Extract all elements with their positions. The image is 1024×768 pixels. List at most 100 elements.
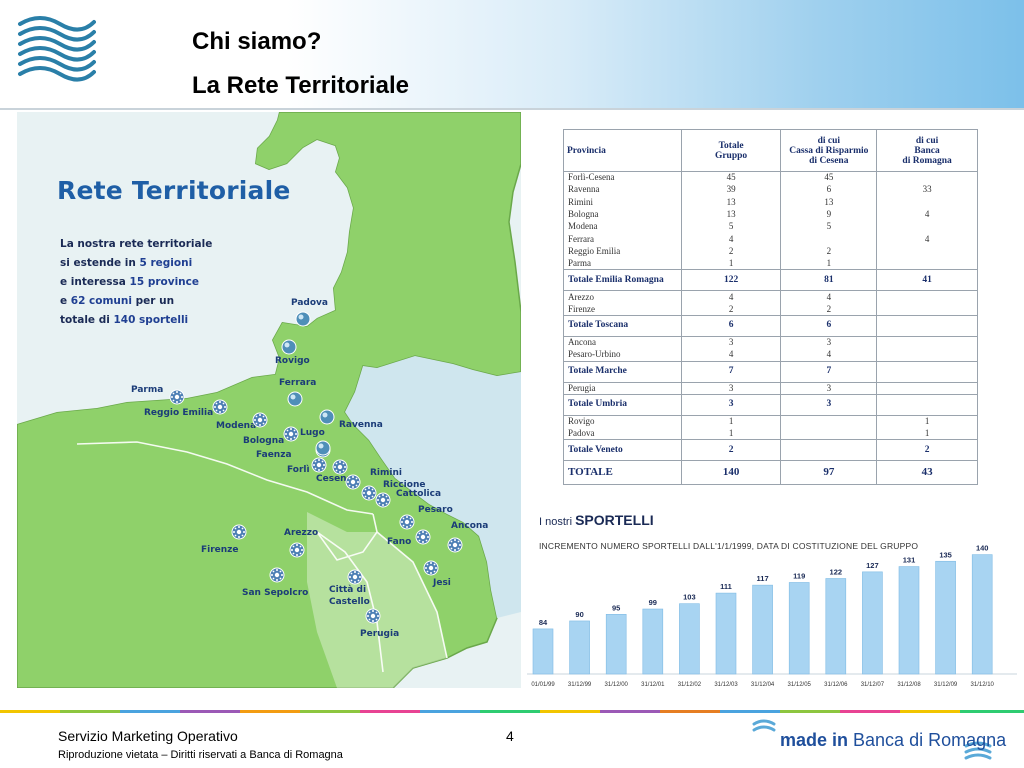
map-intro-text: La nostra rete territoriale si estende i… — [60, 235, 230, 330]
city-label: San Sepolcro — [242, 588, 309, 598]
table-row: Parma 1 1 — [563, 257, 978, 270]
province-cell: Totale Toscana — [563, 314, 682, 337]
chart-bar — [898, 566, 920, 675]
province-cell: Firenze — [563, 303, 682, 316]
chart-title: I nostri SPORTELLI — [539, 512, 654, 528]
value-cell: 3 — [680, 393, 782, 416]
page-number: 4 — [506, 728, 514, 744]
slide-subtitle: La Rete Territoriale — [192, 72, 409, 99]
value-cell — [876, 336, 978, 349]
chart-category-label: 31/12/06 — [824, 682, 848, 688]
map-title: Rete Territoriale — [57, 176, 291, 205]
value-cell: 7 — [680, 360, 782, 383]
city-label: Città di — [329, 585, 367, 595]
value-cell — [876, 314, 978, 337]
chart-value-label: 99 — [649, 598, 657, 607]
value-cell: 1 — [680, 257, 782, 270]
branch-marker-icon — [319, 409, 335, 425]
chart-bar — [935, 560, 956, 675]
chart-category-label: 31/12/05 — [788, 682, 812, 688]
city-label: Rovigo — [275, 356, 310, 366]
city-label: Castello — [329, 597, 370, 607]
branch-marker-icon — [399, 514, 415, 530]
wave-logo-icon — [16, 14, 96, 82]
value-cell: 43 — [876, 460, 978, 486]
branch-marker-icon — [287, 391, 303, 407]
province-cell: Totale Umbria — [563, 393, 682, 416]
table-grand-total-row: TOTALE 140 97 43 — [563, 460, 978, 486]
chart-bar — [642, 608, 664, 675]
value-cell: 81 — [780, 269, 878, 292]
value-cell: 2 — [680, 439, 782, 462]
table-row: Firenze 2 2 — [563, 303, 978, 316]
value-cell — [876, 382, 978, 395]
brand-wave-icon — [752, 719, 992, 760]
chart-bar — [862, 571, 883, 675]
slide-header: Chi siamo? La Rete Territoriale — [0, 0, 1024, 110]
city-label: Modena — [216, 421, 257, 431]
column-header-bdr: di cui Banca di Romagna — [876, 129, 978, 172]
table-row: Pesaro-Urbino 4 4 — [563, 348, 978, 362]
value-cell: 39 — [680, 183, 782, 197]
intro-line: La nostra rete territoriale — [60, 238, 213, 250]
value-cell — [876, 348, 978, 362]
value-cell: 6 — [780, 314, 878, 337]
value-cell — [780, 232, 878, 246]
chart-category-label: 31/12/07 — [861, 682, 885, 688]
value-cell — [876, 393, 978, 416]
slide-title: Chi siamo? — [192, 28, 322, 55]
chart-bar — [752, 584, 773, 675]
value-cell: 33 — [876, 183, 978, 197]
province-cell: Ancona — [563, 336, 682, 349]
chart-bar — [679, 603, 700, 675]
branch-marker-icon — [212, 399, 228, 415]
city-label: Reggio Emilia — [144, 408, 214, 418]
column-header-totale: Totale Gruppo — [680, 129, 782, 172]
chart-value-label: 140 — [976, 544, 989, 553]
province-cell: Ravenna — [563, 183, 682, 197]
city-label: Cattolica — [396, 489, 442, 499]
branch-marker-icon — [169, 389, 185, 405]
chart-category-label: 31/12/01 — [641, 682, 665, 688]
chart-value-label: 103 — [683, 593, 696, 602]
city-label: Ancona — [451, 521, 489, 531]
footer-department: Servizio Marketing Operativo — [58, 728, 238, 744]
table-row: Forlì-Cesena 45 45 — [563, 171, 978, 184]
city-label: Arezzo — [284, 528, 319, 538]
city-label: Riccione — [383, 480, 426, 490]
branch-marker-icon — [281, 339, 297, 355]
table-row: Bologna 13 9 4 — [563, 208, 978, 221]
chart-value-label: 111 — [720, 582, 732, 591]
table-row: Rimini 13 13 — [563, 196, 978, 209]
branch-marker-icon — [231, 524, 247, 540]
province-cell: Forlì-Cesena — [563, 171, 682, 184]
value-cell: 122 — [680, 269, 782, 292]
value-cell: 4 — [680, 290, 782, 304]
chart-value-label: 84 — [539, 618, 548, 627]
value-cell: 2 — [780, 245, 878, 258]
province-cell: Bologna — [563, 208, 682, 221]
chart-value-label: 90 — [575, 610, 583, 619]
branch-marker-icon — [295, 311, 311, 327]
chart-bar — [532, 628, 554, 675]
branch-marker-icon — [415, 529, 431, 545]
intro-line: totale di 140 sportelli — [60, 314, 189, 326]
value-cell: 45 — [680, 171, 782, 184]
value-cell: 2 — [876, 439, 978, 462]
value-cell: 5 — [780, 220, 878, 233]
value-cell: 45 — [780, 171, 878, 184]
chart-value-label: 127 — [866, 561, 879, 570]
branch-marker-icon — [375, 492, 391, 508]
chart-category-label: 31/12/04 — [751, 682, 775, 688]
value-cell — [876, 196, 978, 209]
province-cell: Totale Veneto — [563, 439, 682, 462]
chart-category-label: 31/12/03 — [714, 682, 738, 688]
brand-logo: made in Banca di Romagna — [752, 716, 1006, 762]
province-cell: TOTALE — [563, 460, 682, 486]
chart-bar — [971, 554, 993, 675]
value-cell: 1 — [780, 257, 878, 270]
branch-marker-icon — [315, 440, 331, 456]
city-label: Forlì — [287, 465, 310, 475]
chart-value-label: 135 — [939, 550, 952, 559]
value-cell: 13 — [680, 208, 782, 221]
